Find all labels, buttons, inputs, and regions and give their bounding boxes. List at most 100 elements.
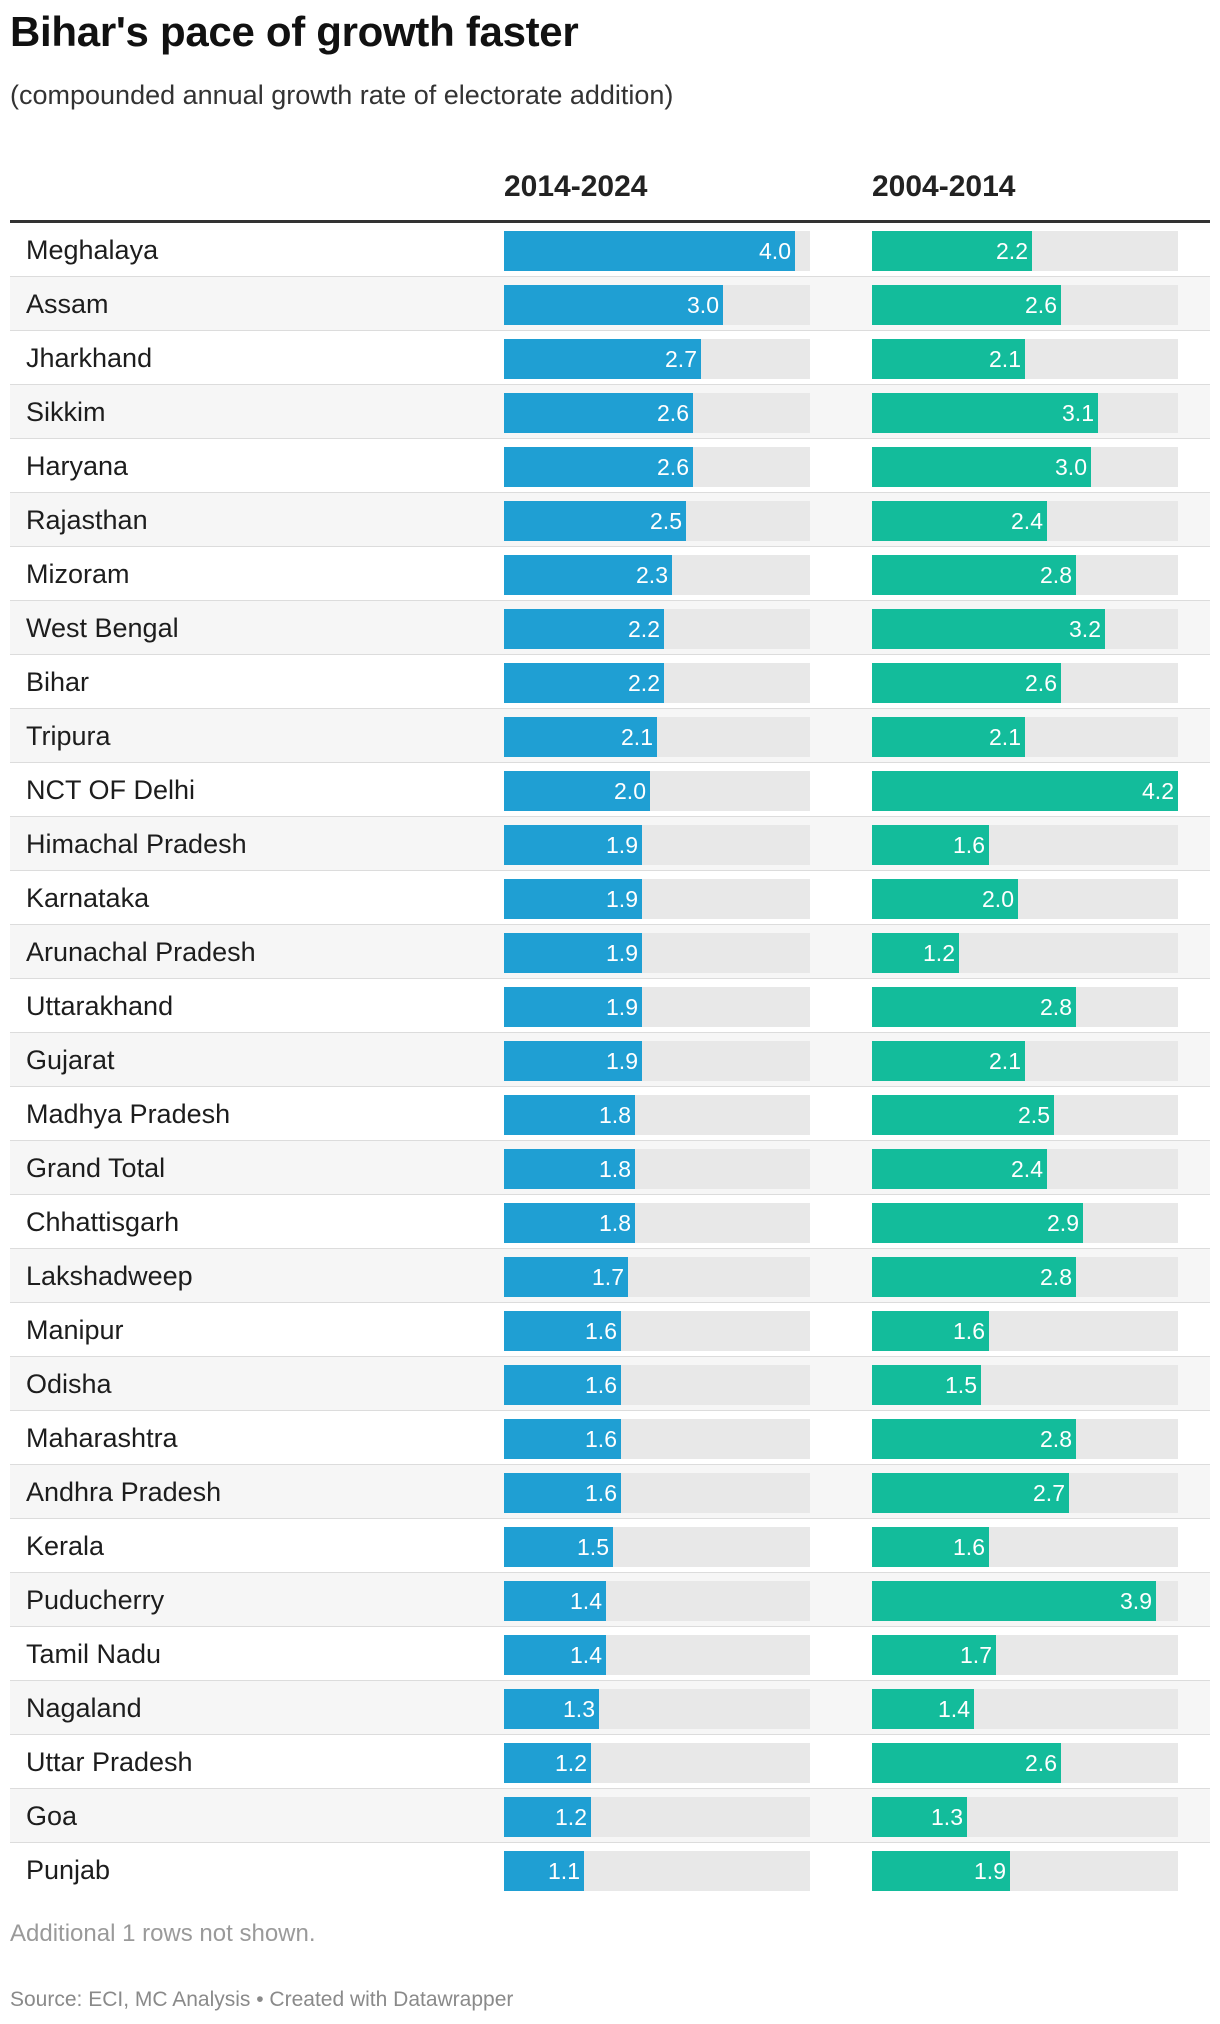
row-label: Meghalaya bbox=[26, 235, 159, 265]
row-label: Lakshadweep bbox=[26, 1261, 193, 1291]
bar-track-2004-2014: 1.6 bbox=[872, 1527, 1178, 1567]
bar-value-label: 1.4 bbox=[570, 1642, 602, 1668]
bar-track-2014-2024: 1.4 bbox=[504, 1581, 810, 1621]
table-row: Arunachal Pradesh 1.9 1.2 bbox=[10, 925, 1210, 979]
bar-2014-2024: 1.6 bbox=[504, 1311, 621, 1351]
row-label: Nagaland bbox=[26, 1693, 142, 1723]
bar-2004-2014: 1.5 bbox=[872, 1365, 981, 1405]
row-label: Chhattisgarh bbox=[26, 1207, 180, 1237]
table-row: Maharashtra 1.6 2.8 bbox=[10, 1411, 1210, 1465]
bar-2004-2014: 2.1 bbox=[872, 339, 1025, 379]
row-label: Himachal Pradesh bbox=[26, 829, 247, 859]
bar-2014-2024: 1.9 bbox=[504, 987, 642, 1027]
bar-value-label: 2.5 bbox=[650, 508, 682, 534]
bar-track-2014-2024: 1.8 bbox=[504, 1203, 810, 1243]
bar-track-2014-2024: 4.0 bbox=[504, 231, 810, 271]
bar-value-label: 1.9 bbox=[606, 994, 638, 1020]
bar-track-2004-2014: 1.7 bbox=[872, 1635, 1178, 1675]
bar-value-label: 1.6 bbox=[585, 1480, 617, 1506]
bar-2014-2024: 2.1 bbox=[504, 717, 657, 757]
bar-track-2004-2014: 1.3 bbox=[872, 1797, 1178, 1837]
bar-value-label: 2.2 bbox=[628, 670, 660, 696]
chart-title: Bihar's pace of growth faster bbox=[10, 8, 579, 55]
bar-track-2014-2024: 1.9 bbox=[504, 1041, 810, 1081]
bar-2004-2014: 1.6 bbox=[872, 1311, 989, 1351]
row-label: Uttar Pradesh bbox=[26, 1747, 193, 1777]
bar-2014-2024: 1.2 bbox=[504, 1743, 591, 1783]
table-row: Meghalaya 4.0 2.2 bbox=[10, 223, 1210, 277]
bar-2004-2014: 1.9 bbox=[872, 1851, 1010, 1891]
bar-2004-2014: 2.8 bbox=[872, 987, 1076, 1027]
bar-value-label: 2.6 bbox=[657, 400, 689, 426]
table-row: Tamil Nadu 1.4 1.7 bbox=[10, 1627, 1210, 1681]
bar-2014-2024: 1.9 bbox=[504, 825, 642, 865]
bar-track-2004-2014: 1.5 bbox=[872, 1365, 1178, 1405]
bar-value-label: 1.8 bbox=[599, 1102, 631, 1128]
bar-2004-2014: 3.9 bbox=[872, 1581, 1156, 1621]
table-row: Grand Total 1.8 2.4 bbox=[10, 1141, 1210, 1195]
bar-2004-2014: 2.0 bbox=[872, 879, 1018, 919]
table-row: Manipur 1.6 1.6 bbox=[10, 1303, 1210, 1357]
bar-value-label: 2.7 bbox=[1033, 1480, 1065, 1506]
bar-track-2014-2024: 1.2 bbox=[504, 1797, 810, 1837]
table-row: Punjab 1.1 1.9 bbox=[10, 1843, 1210, 1897]
bar-track-2014-2024: 1.3 bbox=[504, 1689, 810, 1729]
bar-value-label: 2.2 bbox=[628, 616, 660, 642]
bar-2004-2014: 2.7 bbox=[872, 1473, 1069, 1513]
bar-value-label: 1.2 bbox=[555, 1750, 587, 1776]
bar-2004-2014: 2.1 bbox=[872, 1041, 1025, 1081]
bar-2004-2014: 1.3 bbox=[872, 1797, 967, 1837]
bar-value-label: 1.9 bbox=[606, 1048, 638, 1074]
bar-value-label: 4.2 bbox=[1142, 778, 1174, 804]
column-header-2014-2024: 2014-2024 bbox=[504, 170, 648, 203]
bar-value-label: 2.1 bbox=[989, 724, 1021, 750]
bar-track-2004-2014: 2.6 bbox=[872, 663, 1178, 703]
bar-track-2014-2024: 1.8 bbox=[504, 1095, 810, 1135]
row-label: Assam bbox=[26, 289, 109, 319]
bar-2004-2014: 2.6 bbox=[872, 1743, 1061, 1783]
bar-track-2014-2024: 2.6 bbox=[504, 393, 810, 433]
bar-value-label: 2.0 bbox=[982, 886, 1014, 912]
header-rule bbox=[10, 220, 1210, 223]
table-row: Karnataka 1.9 2.0 bbox=[10, 871, 1210, 925]
bar-track-2014-2024: 1.1 bbox=[504, 1851, 810, 1891]
bar-2004-2014: 2.8 bbox=[872, 555, 1076, 595]
bar-value-label: 1.9 bbox=[974, 1858, 1006, 1884]
bar-2014-2024: 1.4 bbox=[504, 1635, 606, 1675]
bar-2004-2014: 2.8 bbox=[872, 1257, 1076, 1297]
bar-value-label: 3.9 bbox=[1120, 1588, 1152, 1614]
bar-track-2004-2014: 2.9 bbox=[872, 1203, 1178, 1243]
row-label: Andhra Pradesh bbox=[26, 1477, 222, 1507]
bar-value-label: 2.1 bbox=[621, 724, 653, 750]
bar-value-label: 2.8 bbox=[1040, 1426, 1072, 1452]
bar-track-2004-2014: 3.2 bbox=[872, 609, 1178, 649]
bar-track-2004-2014: 2.6 bbox=[872, 285, 1178, 325]
bar-value-label: 2.0 bbox=[614, 778, 646, 804]
bar-track-2004-2014: 4.2 bbox=[872, 771, 1178, 811]
table-row: Goa 1.2 1.3 bbox=[10, 1789, 1210, 1843]
bar-2004-2014: 2.1 bbox=[872, 717, 1025, 757]
row-label: Mizoram bbox=[26, 559, 130, 589]
bar-2004-2014: 1.2 bbox=[872, 933, 959, 973]
bar-value-label: 3.2 bbox=[1069, 616, 1101, 642]
bar-value-label: 3.0 bbox=[687, 292, 719, 318]
bar-track-2004-2014: 2.7 bbox=[872, 1473, 1178, 1513]
row-label: Tripura bbox=[26, 721, 111, 751]
bar-2004-2014: 4.2 bbox=[872, 771, 1178, 811]
bar-track-2014-2024: 1.8 bbox=[504, 1149, 810, 1189]
table-row: Puducherry 1.4 3.9 bbox=[10, 1573, 1210, 1627]
bar-track-2014-2024: 1.6 bbox=[504, 1419, 810, 1459]
bar-2014-2024: 2.6 bbox=[504, 393, 693, 433]
bar-2014-2024: 1.2 bbox=[504, 1797, 591, 1837]
row-label: Bihar bbox=[26, 667, 90, 697]
row-label: Jharkhand bbox=[26, 343, 153, 373]
table-row: West Bengal 2.2 3.2 bbox=[10, 601, 1210, 655]
bar-value-label: 2.1 bbox=[989, 1048, 1021, 1074]
table-row: Chhattisgarh 1.8 2.9 bbox=[10, 1195, 1210, 1249]
bar-value-label: 2.4 bbox=[1011, 1156, 1043, 1182]
bar-track-2014-2024: 1.5 bbox=[504, 1527, 810, 1567]
bar-track-2004-2014: 3.9 bbox=[872, 1581, 1178, 1621]
bar-value-label: 1.6 bbox=[585, 1372, 617, 1398]
table-row: Jharkhand 2.7 2.1 bbox=[10, 331, 1210, 385]
bar-track-2014-2024: 1.9 bbox=[504, 825, 810, 865]
